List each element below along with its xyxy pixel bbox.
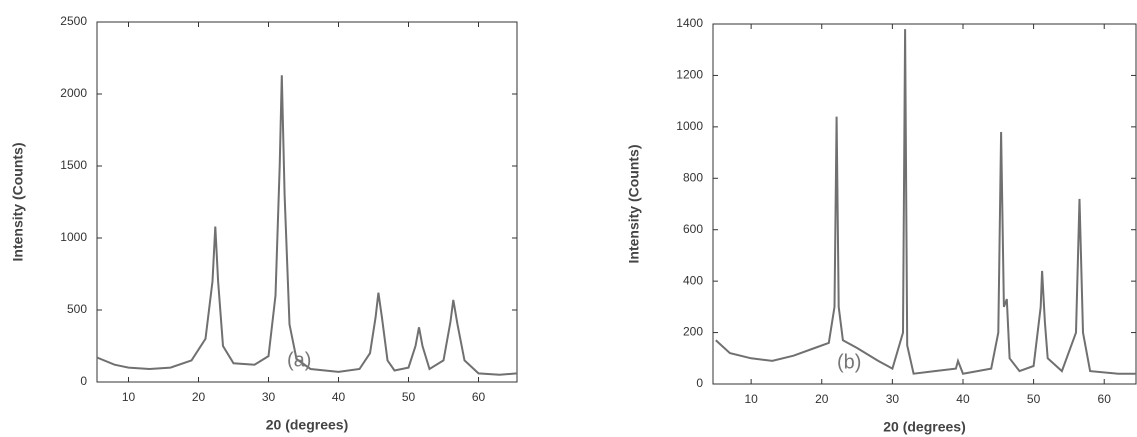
x-tick-label: 30 (262, 390, 276, 404)
y-axis-title: Intensity (Counts) (10, 143, 26, 262)
y-tick-label: 800 (683, 170, 703, 184)
x-tick-label: 50 (402, 390, 416, 404)
x-tick-label: 20 (815, 392, 829, 406)
x-tick-label: 10 (744, 392, 758, 406)
x-axis-title: 20 (degrees) (266, 417, 348, 433)
x-tick-label: 20 (192, 390, 206, 404)
x-tick-label: 30 (886, 392, 900, 406)
y-tick-label: 2500 (60, 14, 87, 28)
y-tick-label: 0 (696, 376, 703, 390)
y-axis-title: Intensity (Counts) (626, 145, 642, 264)
plot-frame (96, 21, 518, 383)
y-tick-label: 0 (80, 374, 87, 388)
panel-label: (b) (837, 351, 861, 373)
x-axis-title: 20 (degrees) (883, 419, 965, 435)
y-tick-label: 1500 (60, 158, 87, 172)
xrd-line (715, 29, 1136, 375)
x-tick-label: 40 (332, 390, 346, 404)
plot-frame (712, 23, 1137, 385)
y-tick-label: 2000 (60, 86, 87, 100)
x-tick-label: 40 (956, 392, 970, 406)
x-tick-label: 50 (1027, 392, 1041, 406)
x-tick-label: 10 (122, 390, 136, 404)
panel-label: (a) (287, 349, 311, 371)
y-tick-label: 1000 (676, 119, 703, 133)
x-tick-label: 60 (1098, 392, 1112, 406)
y-tick-label: 1200 (676, 68, 703, 82)
y-tick-label: 400 (683, 273, 703, 287)
xrd-line (96, 75, 518, 376)
x-tick-label: 60 (472, 390, 486, 404)
y-tick-label: 200 (683, 325, 703, 339)
y-tick-label: 600 (683, 222, 703, 236)
y-tick-label: 1000 (60, 230, 87, 244)
y-tick-label: 500 (67, 302, 87, 316)
y-tick-label: 1400 (676, 16, 703, 30)
